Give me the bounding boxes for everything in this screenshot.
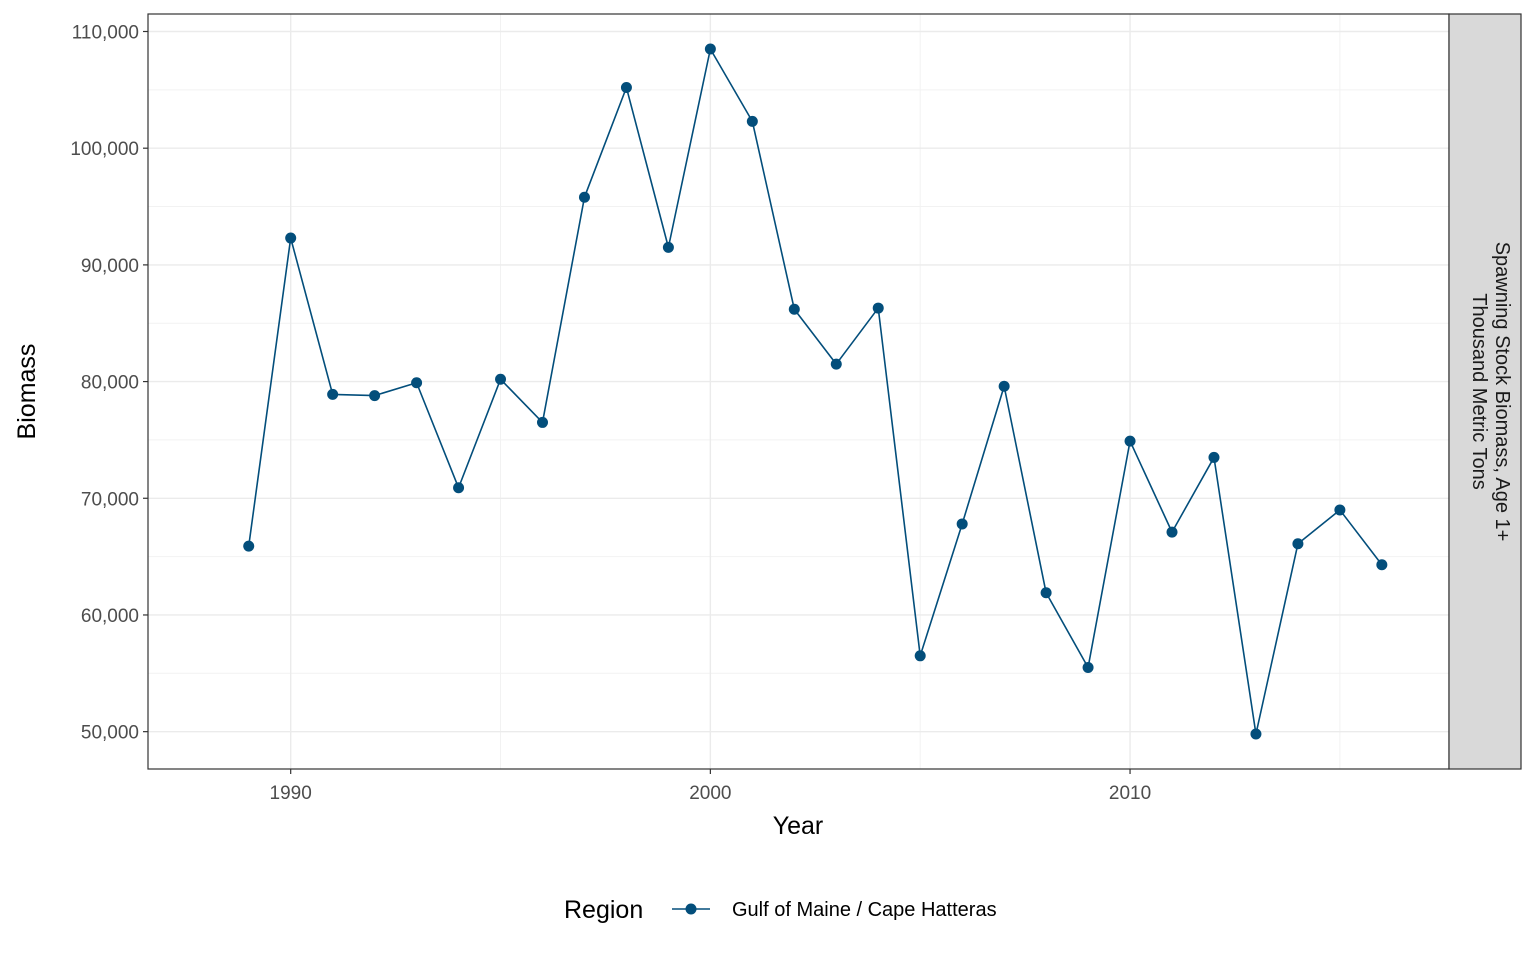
data-point	[495, 373, 507, 385]
data-point	[285, 232, 297, 244]
data-point	[1082, 661, 1094, 673]
y-tick-label: 80,000	[81, 373, 139, 394]
y-tick-label: 100,000	[70, 139, 139, 160]
x-tick-label: 2010	[1109, 783, 1151, 804]
data-point	[1124, 435, 1136, 447]
legend-title: Region	[564, 896, 643, 924]
x-axis: 1990 2000 2010	[270, 769, 1151, 804]
data-point	[536, 416, 548, 428]
x-tick-label: 2000	[689, 783, 731, 804]
x-tick-label: 1990	[270, 783, 312, 804]
data-point	[704, 43, 716, 55]
data-point	[369, 390, 381, 402]
data-point	[662, 241, 674, 253]
data-point	[327, 388, 339, 400]
legend-key-point	[685, 903, 697, 915]
x-axis-title: Year	[773, 812, 824, 840]
data-point	[578, 191, 590, 203]
major-gridlines	[148, 14, 1449, 769]
legend: Region Gulf of Maine / Cape Hatteras	[564, 896, 997, 924]
y-tick-label: 50,000	[81, 723, 139, 744]
facet-strip-label-line-1: Spawning Stock Biomass, Age 1+	[1491, 242, 1513, 542]
data-point	[1376, 559, 1388, 571]
data-point	[998, 380, 1010, 392]
data-point	[1040, 587, 1052, 599]
legend-label: Gulf of Maine / Cape Hatteras	[732, 899, 997, 921]
data-point	[620, 82, 632, 94]
data-point	[746, 115, 758, 127]
data-point	[453, 482, 465, 494]
y-tick-label: 60,000	[81, 606, 139, 627]
data-point	[956, 518, 968, 530]
y-tick-label: 110,000	[72, 23, 139, 44]
data-point	[1292, 538, 1304, 550]
data-point	[411, 377, 423, 389]
data-point	[1250, 728, 1262, 740]
y-tick-label: 70,000	[81, 489, 139, 510]
data-point	[914, 650, 926, 662]
y-tick-label: 90,000	[81, 256, 139, 277]
data-point	[243, 540, 255, 552]
data-point	[1208, 451, 1220, 463]
y-axis: 50,000 60,000 70,000 80,000 90,000 100,000 110…	[70, 23, 148, 744]
data-point	[1166, 526, 1178, 538]
series-lines	[247, 48, 1383, 735]
minor-gridlines	[148, 14, 1449, 769]
data-point	[872, 302, 884, 314]
y-axis-title: Biomass	[13, 344, 41, 440]
facet-strip	[1448, 13, 1522, 770]
series-points	[243, 43, 1388, 740]
series-line	[247, 48, 1383, 735]
data-point	[830, 358, 842, 370]
plot-panel-background	[148, 14, 1449, 769]
facet-strip-label-line-2: Thousand Metric Tons	[1468, 293, 1490, 489]
data-point	[1334, 504, 1346, 516]
data-point	[788, 303, 800, 315]
